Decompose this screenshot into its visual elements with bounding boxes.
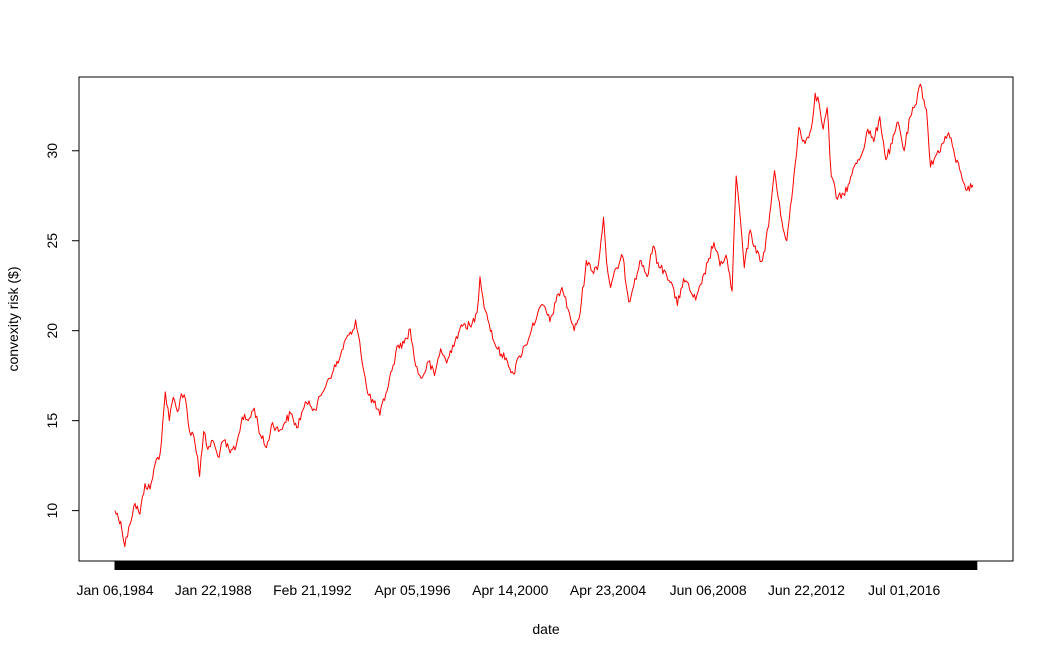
y-axis-title: convexity risk ($) [5,266,21,371]
x-axis: Jan 06,1984 Jan 22,1988 Feb 21,1992 Apr 05,… [76,560,978,598]
y-tick-label: 10 [44,503,60,519]
x-tick-label: Apr 05,1996 [374,582,450,598]
x-tick-label: Jan 06,1984 [76,582,153,598]
y-tick-label: 30 [44,143,60,159]
series-layer [114,83,974,548]
x-tick-label: Jun 06,2008 [670,582,747,598]
x-tick-label: Apr 14,2000 [472,582,548,598]
x-axis-title: date [532,621,559,637]
x-tick-label: Feb 21,1992 [273,582,352,598]
x-tick-label: Jun 22,2012 [768,582,845,598]
x-tick-label: Jul 01,2016 [868,582,941,598]
y-tick-label: 25 [44,233,60,249]
x-tick-label: Apr 23,2004 [570,582,646,598]
series-line [114,83,974,548]
y-tick-label: 15 [44,413,60,429]
x-minor-ticks [114,561,978,570]
x-tick-label: Jan 22,1988 [175,582,252,598]
y-tick-label: 20 [44,323,60,339]
y-axis: 10 15 20 25 30 [44,143,80,519]
x-minor-tick-band [114,561,978,570]
